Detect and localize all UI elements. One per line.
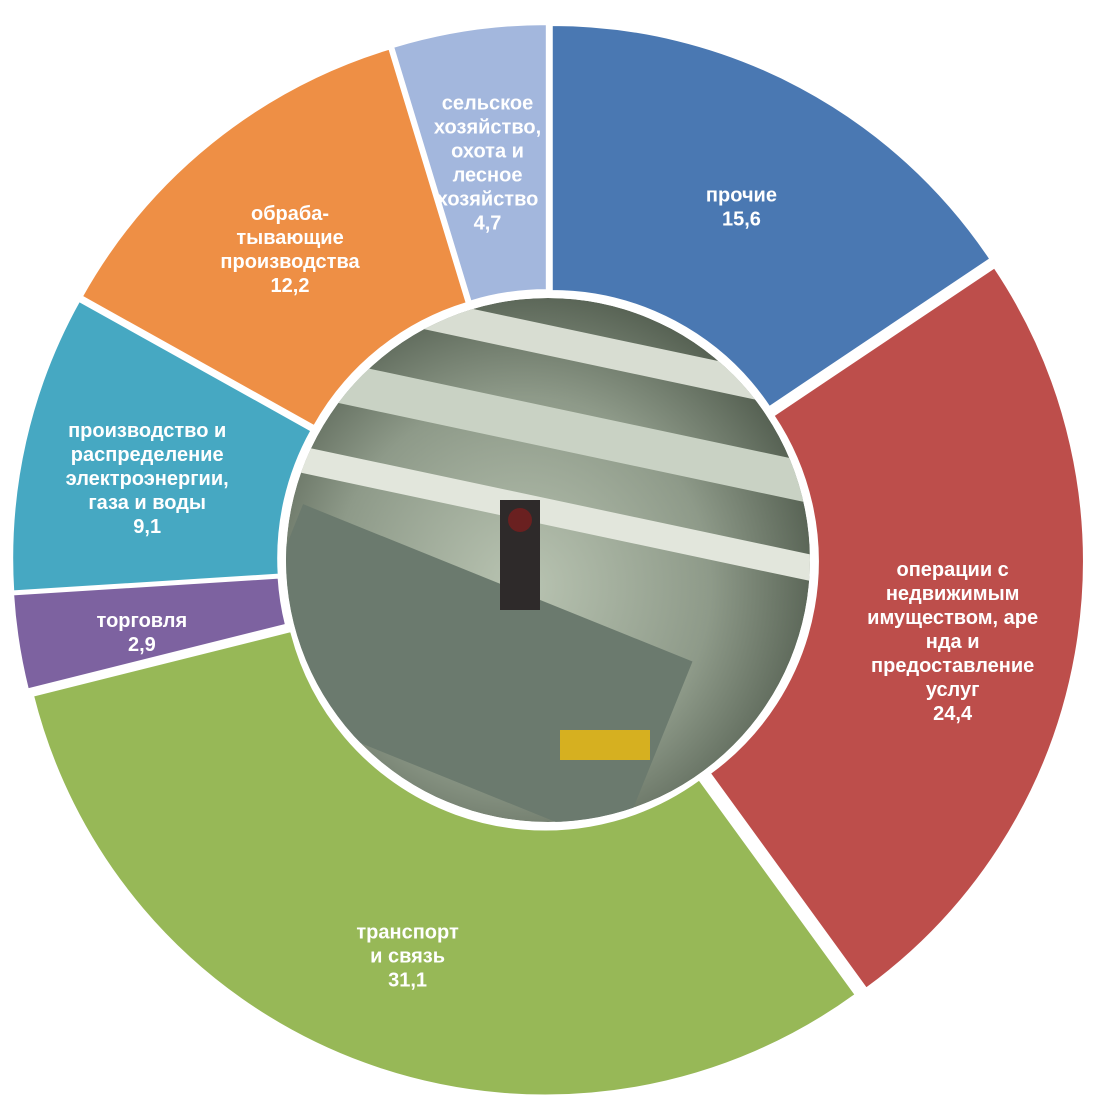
value-label: 9,1 bbox=[133, 516, 161, 538]
slice bbox=[391, 23, 548, 303]
value-label: 24,4 bbox=[933, 703, 973, 725]
slices bbox=[11, 23, 1085, 1097]
value-label: 12,2 bbox=[271, 275, 310, 297]
value-label: 4,7 bbox=[474, 212, 502, 234]
slice bbox=[11, 299, 313, 593]
slice bbox=[12, 576, 288, 691]
slice bbox=[708, 265, 1085, 990]
slice-label: производство и распределение электроэнерги… bbox=[66, 420, 229, 514]
center-photo bbox=[286, 298, 810, 822]
value-label: 15,6 bbox=[722, 208, 761, 230]
slice-label: торговля bbox=[97, 610, 188, 632]
value-label: 31,1 bbox=[388, 969, 427, 991]
slice bbox=[80, 47, 468, 428]
slice bbox=[550, 23, 992, 409]
slice-label: транспорт и связь bbox=[356, 921, 459, 967]
slice-label: прочие bbox=[706, 184, 777, 206]
value-label: 2,9 bbox=[128, 634, 156, 656]
slice bbox=[31, 629, 858, 1097]
slice-label: сельское хозяйство, охота и лесное хозяйство bbox=[434, 92, 541, 210]
slice-label: обраба-тывающие производства bbox=[220, 203, 360, 273]
slice-label: операции с недвижимым имуществом, аре нда и… bbox=[867, 559, 1038, 701]
